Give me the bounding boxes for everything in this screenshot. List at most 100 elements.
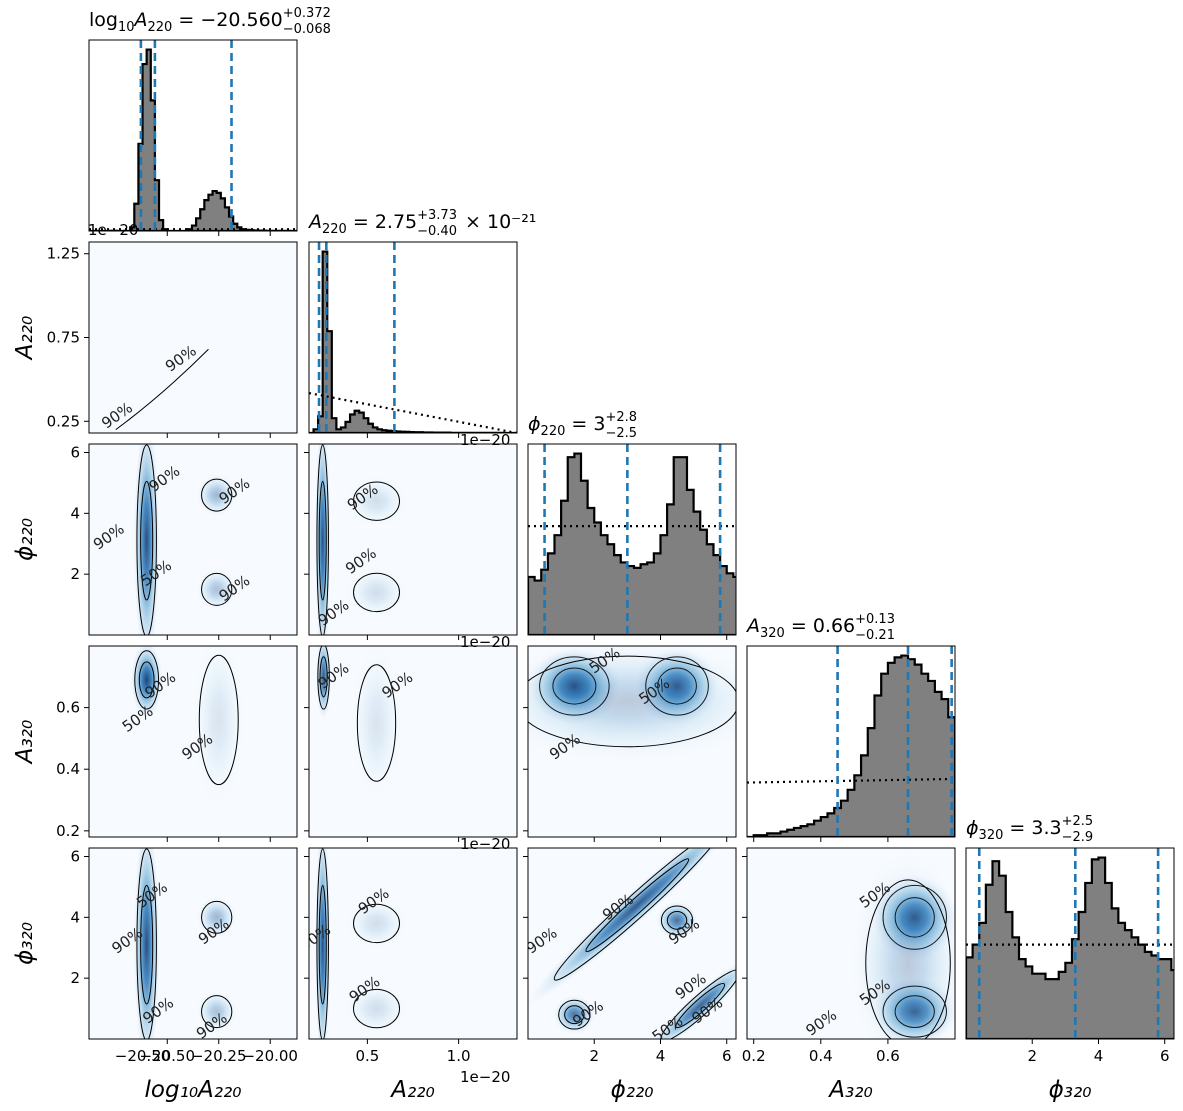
contour-50 (318, 480, 327, 601)
density-blob (345, 897, 408, 949)
title-phi220: ϕ220 = 3+2.8 −2.5 (528, 410, 637, 441)
x-axis-label-A320: A₃₂₀ (827, 1077, 872, 1103)
title-phi320: ϕ320 = 3.3+2.5 −2.9 (966, 814, 1093, 845)
x-tick-label-phi320: 4 (1094, 1047, 1104, 1065)
contour-90 (198, 654, 239, 786)
hist-frame-A220 (308, 241, 518, 434)
offset-label: 1e−20 (460, 1068, 510, 1086)
density-blob (647, 958, 736, 1039)
x-axis-label-logA220: log₁₀A₂₂₀ (145, 1077, 242, 1103)
contour-90 (136, 848, 157, 1039)
density-frame (308, 645, 518, 838)
title-A220: A220 = 2.75+3.73 −0.40 × 10⁻²¹ (307, 208, 536, 239)
hist-panel-phi220 (527, 443, 737, 636)
density-bg (309, 646, 517, 837)
density-blob (315, 444, 331, 635)
y-tick-label-A320: 0.2 (56, 822, 80, 840)
hist-panel-logA220 (88, 39, 298, 232)
density-blob (133, 848, 160, 1039)
density-bg (89, 444, 297, 635)
y-tick-label-phi220: 4 (70, 504, 80, 522)
density-frame (308, 847, 518, 1040)
density-panel-logA220-phi320: 50%90% 90%90% 90% (88, 847, 298, 1040)
posterior-histogram-phi220 (528, 452, 736, 635)
contour-90 (201, 900, 233, 934)
density-blob (196, 990, 237, 1033)
density-frame (88, 443, 298, 636)
panels: 90%90%90%90%50%90%90%90%90%90%90% 90%90%5… (88, 39, 1175, 1040)
y-tick-label-phi220: 2 (70, 565, 80, 583)
density-bg (89, 848, 297, 1039)
density-panel-logA220-A320: 90%50%90% (88, 645, 298, 838)
contour-90 (136, 444, 157, 635)
x-tick-label-A220: 1.0 (447, 1047, 471, 1065)
y-tick-label-A220: 0.75 (47, 329, 80, 347)
x-tick-label-A320: 0.2 (742, 1047, 766, 1065)
title-A320: A320 = 0.66+0.13 −0.21 (745, 612, 895, 643)
x-axis-label-phi320: ϕ₃₂₀ (1049, 1077, 1092, 1103)
contour-90 (201, 995, 233, 1029)
density-blob (851, 852, 955, 1039)
density-blob (345, 475, 408, 527)
x-tick-label-phi220: 2 (589, 1047, 599, 1065)
x-tick-label-phi320: 2 (1027, 1047, 1037, 1065)
offset-label: 1e−20 (460, 633, 510, 651)
density-blob (345, 983, 408, 1035)
contour-90 (316, 848, 329, 1039)
x-axis-label-phi220: ϕ₂₂₀ (611, 1077, 654, 1103)
y-axis-label-A220: A₂₂₀ (12, 316, 38, 361)
x-tick-label-A220: 0.5 (355, 1047, 379, 1065)
contour-90 (201, 572, 233, 606)
x-tick-label-logA220: −20.50 (139, 1047, 195, 1065)
density-blob (350, 646, 403, 801)
y-tick-label-phi320: 2 (70, 969, 80, 987)
density-panel-phi220-phi320: 90%90%90%90%90%90%50% (527, 847, 737, 1040)
contour-90 (317, 646, 330, 710)
density-panel-A220-phi320: 90%90%90% (308, 847, 518, 1040)
hist-panel-phi320 (965, 847, 1175, 1040)
hist-frame-phi220 (527, 443, 737, 636)
x-tick-label-A320: 0.6 (876, 1047, 900, 1065)
x-axis-label-A220: A₂₂₀ (389, 1077, 434, 1103)
contour-90 (353, 988, 400, 1029)
hist-bg-logA220 (89, 40, 297, 231)
density-panel-A220-A320: 90% 90% (308, 645, 518, 838)
density-frame (527, 645, 737, 838)
contour-90 (353, 903, 400, 944)
x-tick-label-phi320: 6 (1160, 1047, 1170, 1065)
density-blob (192, 646, 245, 807)
title-logA220: log10A220 = −20.560+0.372 −0.068 (89, 6, 331, 37)
hist-bg-A220 (309, 242, 517, 433)
y-tick-label-A220: 1.25 (47, 245, 80, 263)
density-bg (89, 646, 297, 837)
density-frame (308, 443, 518, 636)
density-blob (315, 848, 331, 1039)
offset-label: 1e−20 (88, 221, 138, 239)
contour-90 (660, 905, 694, 936)
contour-90 (558, 999, 591, 1030)
x-tick-label-logA220: −20.00 (242, 1047, 298, 1065)
hist-panel-A220 (308, 241, 518, 434)
density-blob (528, 848, 736, 1006)
contour-50 (585, 858, 690, 953)
density-blob (656, 901, 698, 940)
y-tick-label-A320: 0.6 (56, 699, 80, 717)
x-tick-label-A320: 0.4 (809, 1047, 833, 1065)
density-panel-logA220-A220: 90%90% (88, 241, 298, 434)
hist-frame-logA220 (88, 39, 298, 232)
y-axis-label-phi320: ϕ₃₂₀ (12, 922, 38, 965)
contour-50 (564, 1005, 585, 1025)
y-tick-label-phi320: 6 (70, 848, 80, 866)
posterior-histogram-A320 (747, 654, 955, 837)
contour-50 (318, 884, 327, 1005)
hist-panel-A320 (746, 645, 956, 838)
x-tick-label-extra: −20.50 (115, 1047, 171, 1065)
contour-50 (140, 480, 154, 601)
contour-90 (528, 655, 736, 748)
density-frame (88, 645, 298, 838)
y-tick-label-phi220: 6 (70, 444, 80, 462)
density-blob (553, 995, 596, 1034)
contour-90 (865, 879, 951, 1039)
x-tick-label-logA220: −20.25 (191, 1047, 247, 1065)
